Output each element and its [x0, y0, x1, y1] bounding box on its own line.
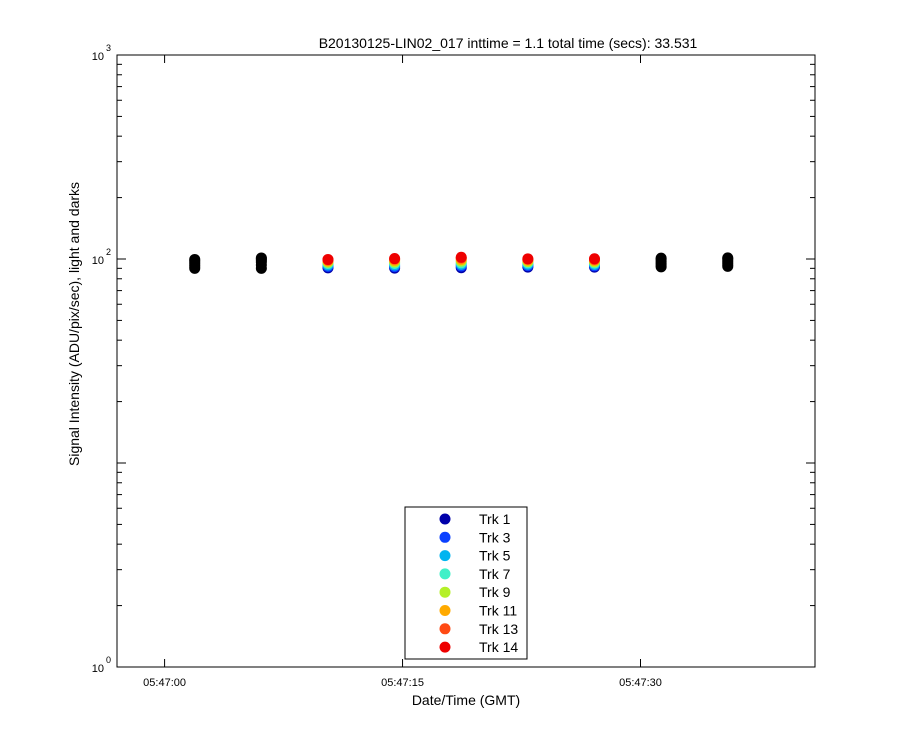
- legend-marker: [439, 605, 451, 616]
- legend-marker: [439, 550, 451, 562]
- y-tick-label-exponent: 3: [106, 43, 111, 53]
- x-axis-label: Date/Time (GMT): [412, 692, 520, 708]
- legend-label: Trk 7: [479, 566, 511, 582]
- legend-marker: [439, 623, 451, 635]
- dark-point: [655, 252, 667, 264]
- y-tick-label-base: 10: [92, 663, 104, 675]
- legend-label: Trk 1: [479, 511, 511, 527]
- dark-point: [189, 253, 201, 265]
- legend-marker: [439, 568, 451, 580]
- y-tick-label-exponent: 0: [106, 655, 111, 665]
- legend-item-trk-1: Trk 1: [439, 511, 511, 527]
- legend-marker: [439, 586, 451, 598]
- data-point-trk-14: [455, 251, 467, 263]
- data-point-trk-14: [522, 253, 534, 265]
- legend-item-trk-3: Trk 3: [439, 529, 511, 545]
- y-tick-label-base: 10: [92, 51, 104, 63]
- legend-item-trk-13: Trk 13: [439, 621, 518, 637]
- x-tick-label: 05:47:30: [619, 677, 662, 689]
- legend-label: Trk 13: [479, 621, 518, 637]
- x-axis: 05:47:00 05:47:15 05:47:30: [143, 55, 662, 689]
- legend-item-trk-9: Trk 9: [439, 584, 511, 600]
- y-tick-label: 100: [92, 655, 111, 675]
- chart-title: B20130125-LIN02_017 inttime = 1.1 total …: [319, 35, 698, 51]
- y-tick-label-base: 10: [92, 255, 104, 267]
- legend-item-trk-11: Trk 11: [439, 603, 517, 619]
- legend-label: Trk 3: [479, 529, 511, 545]
- dark-point: [722, 252, 734, 264]
- y-tick-label: 102: [92, 247, 111, 267]
- y-tick-label: 103: [92, 43, 111, 63]
- legend-marker: [439, 531, 451, 543]
- x-tick-label: 05:47:00: [143, 677, 186, 689]
- x-tick-label: 05:47:15: [381, 677, 424, 689]
- legend-label: Trk 11: [479, 603, 517, 619]
- y-axis-label: Signal Intensity (ADU/pix/sec), light an…: [66, 182, 82, 466]
- y-tick-label-exponent: 2: [106, 247, 111, 257]
- data-point-trk-14: [389, 253, 401, 265]
- legend-label: Trk 5: [479, 548, 511, 564]
- legend: Trk 1 Trk 3 Trk 5 Trk 7 Trk 9 Trk 11 Trk 13 Trk…: [404, 506, 528, 660]
- legend-item-trk-5: Trk 5: [439, 548, 511, 564]
- legend-label: Trk 9: [479, 584, 511, 600]
- legend-item-trk-14: Trk 14: [439, 639, 518, 655]
- legend-label: Trk 14: [479, 639, 518, 655]
- data-point-trk-14: [322, 253, 334, 265]
- dark-point: [255, 252, 267, 264]
- legend-marker: [439, 513, 451, 525]
- legend-marker: [439, 641, 451, 653]
- legend-item-trk-7: Trk 7: [439, 566, 511, 582]
- data-points: [189, 251, 734, 274]
- data-point-trk-14: [588, 253, 600, 265]
- legend-box: [404, 506, 528, 660]
